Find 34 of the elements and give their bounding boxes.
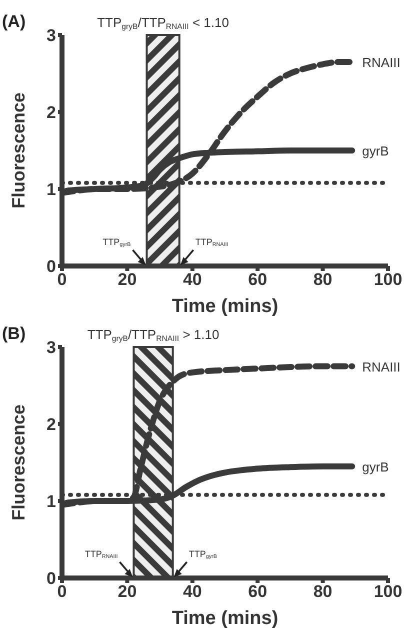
y-axis-title: Fluorescence [8,92,28,209]
y-tick-label: 0 [46,257,56,276]
x-tick-label: 40 [182,270,202,290]
y-tick-label: 3 [46,26,56,46]
annotation: TTP$_{RNAIII}$ [195,237,228,248]
series-label: gyrB [362,144,389,158]
x-tick-label: 60 [248,270,268,290]
x-tick-label: 100 [374,582,402,602]
y-tick-label: 2 [46,415,56,434]
x-tick-label: 40 [182,582,202,602]
y-tick-label: 3 [46,338,56,358]
x-tick-label: 60 [248,582,268,602]
x-axis-title: Time (mins) [172,608,278,629]
x-tick-label: 80 [313,270,332,290]
annotation: TTP$_{gyrB}$ [188,549,218,560]
text: (A) [2,12,26,32]
y-tick-label: 1 [46,180,56,200]
annotation: TTP$_{gyrB}$ [102,237,132,248]
x-tick-label: 80 [313,582,332,602]
x-tick-label: 20 [118,270,137,290]
y-tick-label: 2 [46,103,56,122]
y-tick-label: 0 [46,569,56,588]
annotation: TTP$_{RNAIII}$ [84,549,118,560]
series-label: RNAIII [362,359,400,374]
series-label: gyrB [362,459,389,474]
y-tick-label: 1 [46,492,56,512]
series-label: RNAIII [362,54,400,70]
chart-title: TTP$_{gryB}$/TTP$_{RNAIII}$ > 1.10 [87,327,220,343]
x-tick-label: 20 [118,582,137,602]
chart-title: TTP$_{gryB}$/TTP$_{RNAIII}$ < 1.10 [97,15,229,31]
text: (B) [2,324,26,344]
y-axis-title: Fluorescence [8,404,28,521]
x-axis-title: Time (mins) [172,296,278,317]
x-tick-label: 100 [374,270,402,290]
